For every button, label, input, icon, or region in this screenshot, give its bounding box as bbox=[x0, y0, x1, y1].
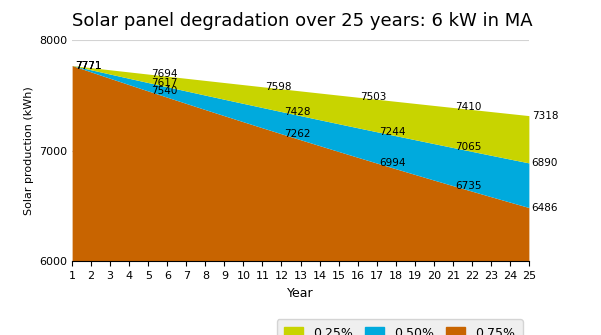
Text: 7771: 7771 bbox=[75, 61, 102, 70]
Text: 7540: 7540 bbox=[151, 86, 177, 96]
X-axis label: Year: Year bbox=[287, 286, 314, 299]
Text: 7262: 7262 bbox=[284, 129, 311, 139]
Text: 6486: 6486 bbox=[532, 203, 558, 212]
Text: 7598: 7598 bbox=[265, 82, 291, 92]
Text: 7617: 7617 bbox=[151, 78, 177, 87]
Legend: 0.25%, 0.50%, 0.75%: 0.25%, 0.50%, 0.75% bbox=[276, 319, 523, 335]
Text: 7318: 7318 bbox=[532, 111, 558, 121]
Text: 7771: 7771 bbox=[75, 61, 102, 70]
Text: 7694: 7694 bbox=[151, 69, 177, 79]
Text: 7503: 7503 bbox=[361, 92, 387, 102]
Text: Solar panel degradation over 25 years: 6 kW in MA: Solar panel degradation over 25 years: 6… bbox=[72, 12, 532, 30]
Y-axis label: Solar production (kWh): Solar production (kWh) bbox=[23, 86, 34, 215]
Text: 7771: 7771 bbox=[75, 61, 102, 70]
Text: 7244: 7244 bbox=[379, 127, 406, 137]
Text: 7065: 7065 bbox=[456, 142, 482, 152]
Text: 7428: 7428 bbox=[284, 107, 311, 117]
Text: 6994: 6994 bbox=[379, 158, 406, 168]
Text: 6735: 6735 bbox=[456, 181, 482, 191]
Text: 7410: 7410 bbox=[456, 103, 482, 113]
Text: 6890: 6890 bbox=[532, 158, 558, 168]
